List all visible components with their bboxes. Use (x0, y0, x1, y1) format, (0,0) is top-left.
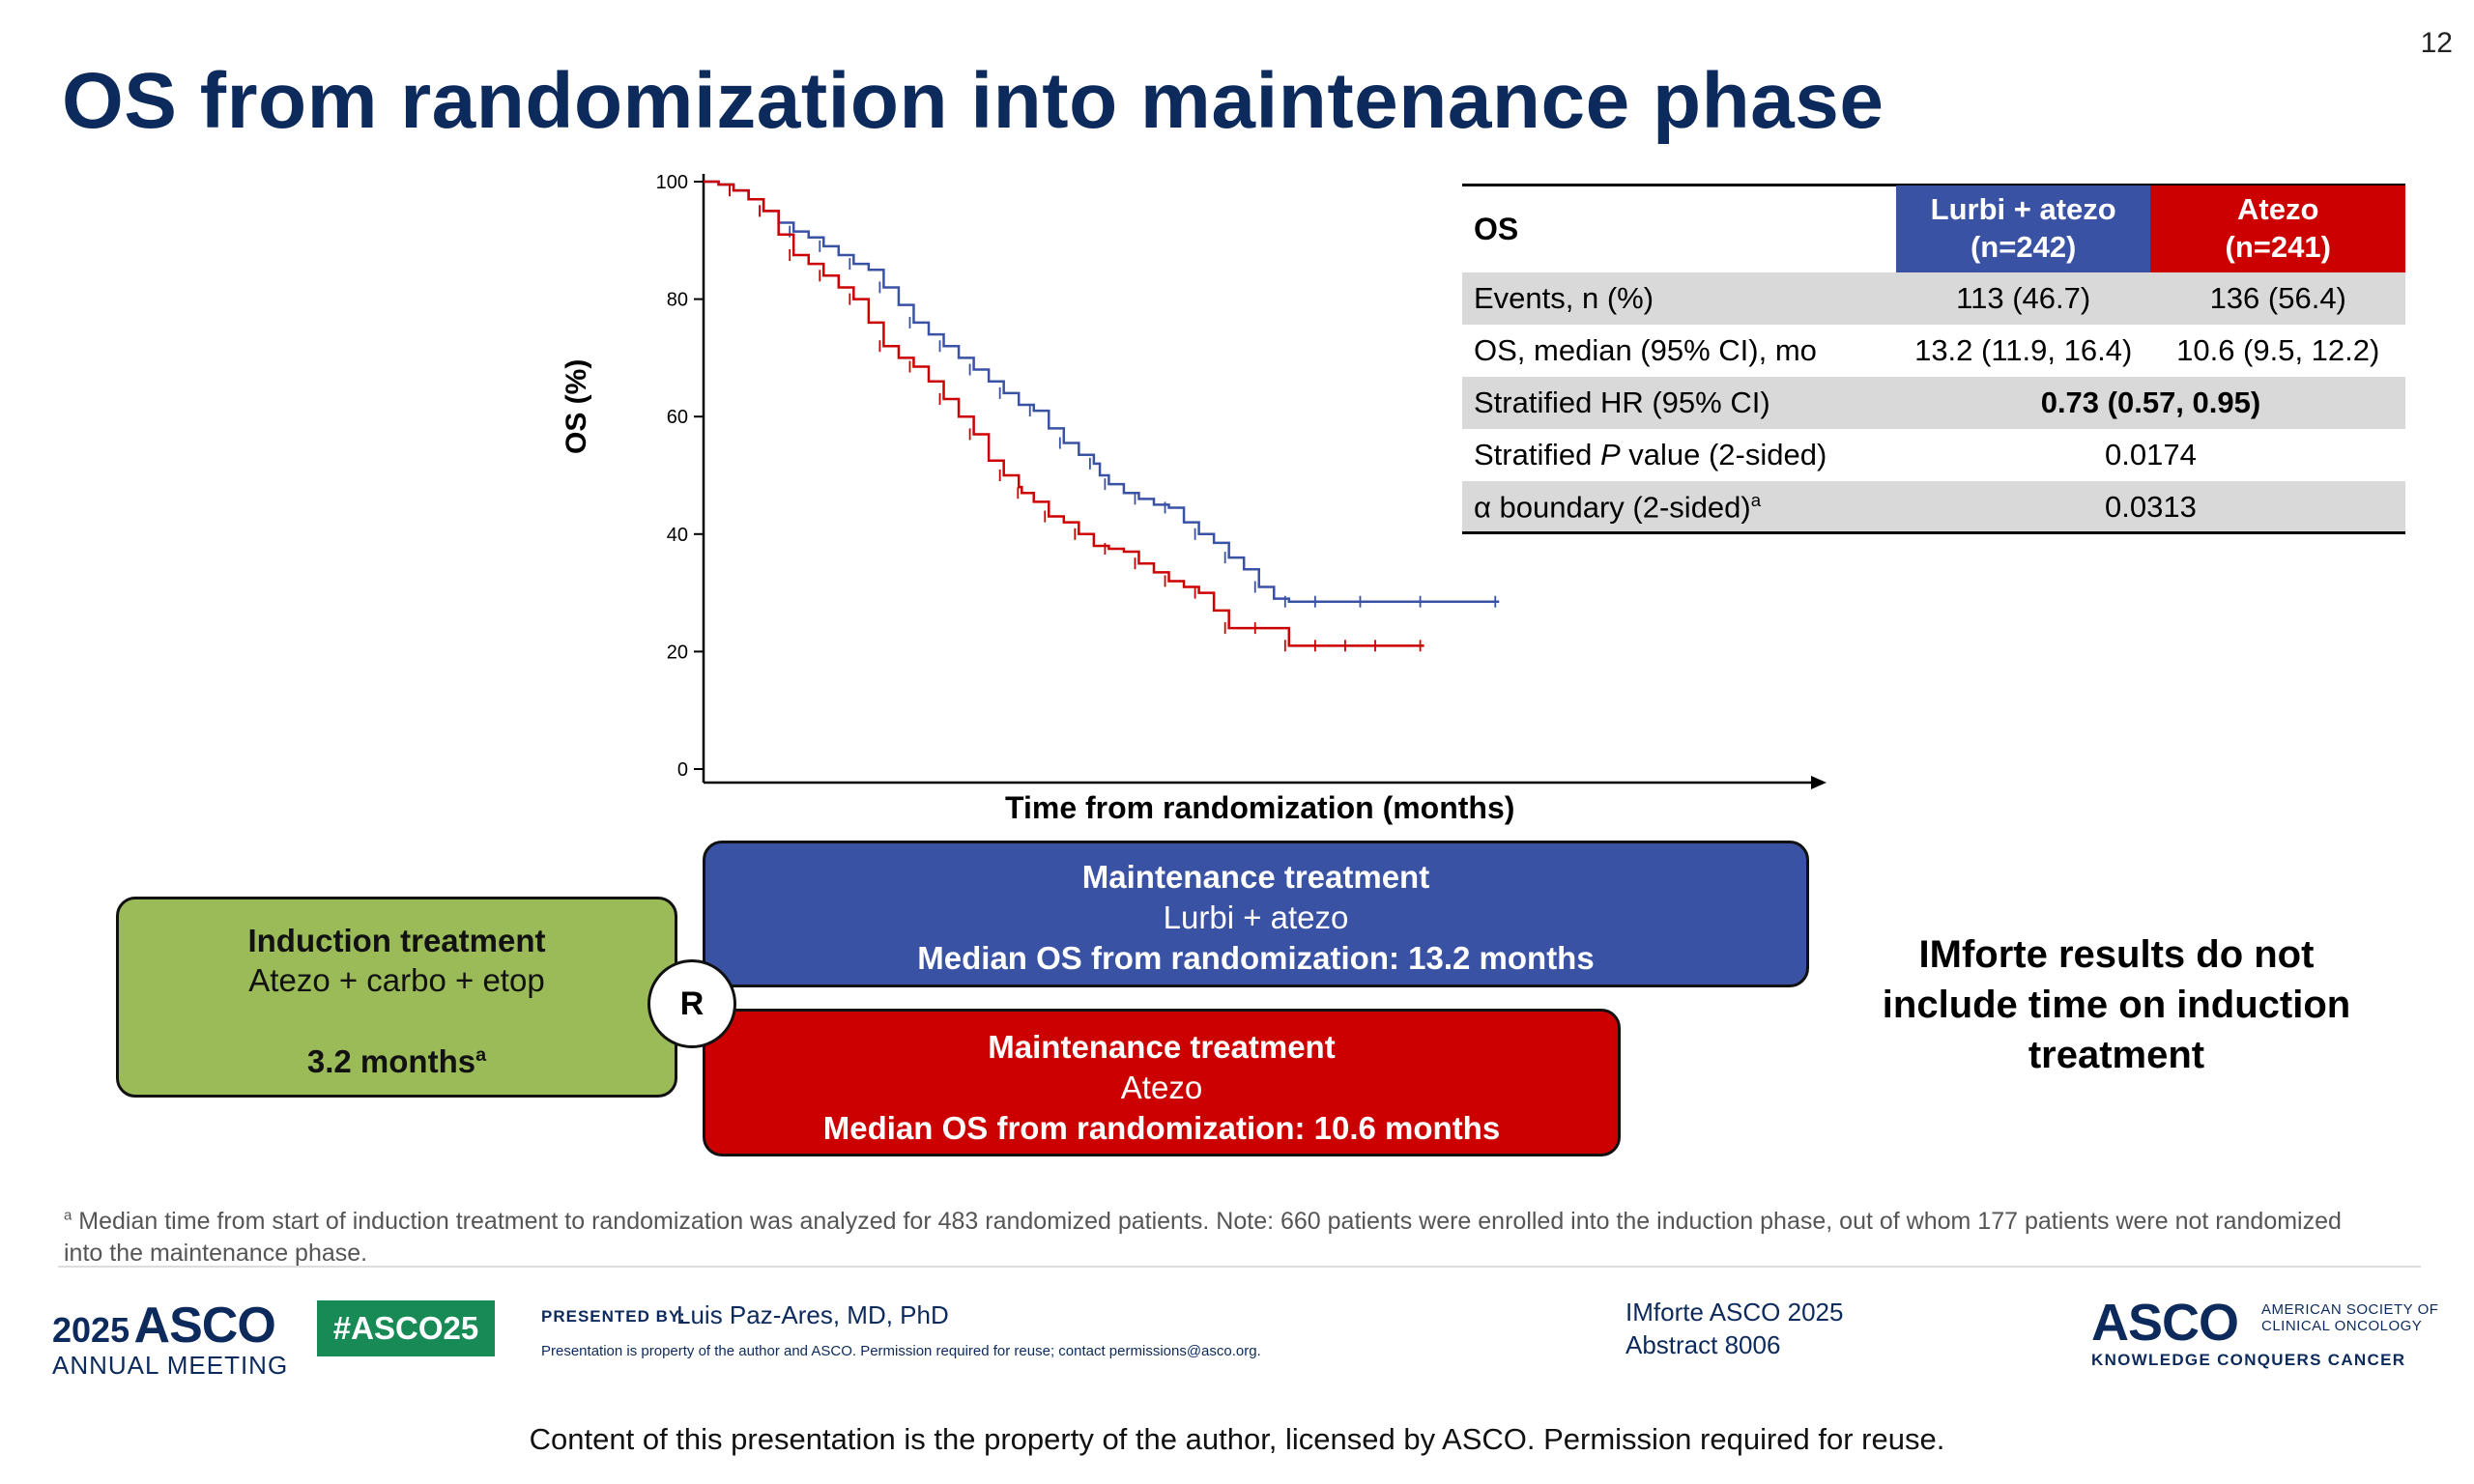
table-row: Stratified HR (95% CI) 0.73 (0.57, 0.95) (1462, 377, 2405, 429)
header-lurbi-name: Lurbi + atezo (1930, 192, 2116, 227)
row-label: OS, median (95% CI), mo (1474, 333, 1817, 367)
os-results-table: OS Lurbi + atezo (n=242) Atezo (n=241) E… (1462, 186, 2405, 533)
maintenance-atezo-heading: Maintenance treatment (988, 1029, 1336, 1065)
induction-regimen: Atezo + carbo + etop (248, 962, 545, 999)
table-header-lurbi: Lurbi + atezo (n=242) (1895, 186, 2151, 272)
y-axis-label: OS (%) (561, 358, 592, 454)
x-axis-arrow (1811, 776, 1827, 789)
row-value-merged: 0.0174 (2105, 438, 2197, 471)
series-layer (704, 180, 1500, 652)
header-atezo-name: Atezo (2237, 192, 2319, 227)
censor-marks-lurbi-atezo (729, 185, 1497, 608)
km-chart: 0 20 40 60 80 100 (656, 172, 1827, 789)
induction-heading: Induction treatment (247, 923, 546, 958)
presented-by-label: PRESENTED BY: (541, 1307, 686, 1326)
y-tick-label: 100 (656, 172, 688, 193)
row-value-atezo: 136 (56.4) (2209, 281, 2346, 315)
table-header-label: OS (1474, 211, 1519, 246)
km-series-lurbi-atezo (704, 180, 1500, 603)
table-header-row: OS Lurbi + atezo (n=242) Atezo (n=241) (1462, 186, 2405, 272)
row-value-lurbi: 113 (46.7) (1956, 281, 2091, 315)
maintenance-lurbi-median: Median OS from randomization: 13.2 month… (917, 939, 1595, 976)
slide-number: 12 (2420, 27, 2453, 59)
induction-treatment-box: Induction treatment Atezo + carbo + etop… (116, 897, 677, 1098)
maintenance-atezo-regimen: Atezo (1120, 1069, 1203, 1105)
y-tick-label: 0 (677, 759, 688, 781)
asco-organization-logo: ASCO AMERICAN SOCIETY OF CLINICAL ONCOLOG… (2091, 1294, 2439, 1369)
row-value-merged: 0.73 (0.57, 0.95) (2040, 385, 2261, 419)
maintenance-lurbi-box: Maintenance treatment Lurbi + atezo Medi… (703, 841, 1809, 987)
y-axis: 0 20 40 60 80 100 (656, 172, 705, 783)
footer-divider (58, 1266, 2421, 1268)
maintenance-atezo-box: Maintenance treatment Atezo Median OS fr… (703, 1009, 1621, 1156)
y-tick-label: 60 (667, 407, 688, 428)
bottom-notice: Content of this presentation is the prop… (529, 1422, 1945, 1456)
row-label: α boundary (2-sided)a (1474, 489, 1762, 525)
header-atezo-n: (n=241) (2225, 230, 2331, 264)
maintenance-atezo-median: Median OS from randomization: 10.6 month… (822, 1109, 1501, 1146)
row-value-merged: 0.0313 (2105, 490, 2197, 524)
row-label: Stratified HR (95% CI) (1474, 385, 1770, 419)
page-title: OS from randomization into maintenance p… (62, 57, 1884, 145)
header-lurbi-n: (n=242) (1970, 230, 2077, 264)
table-header-atezo: Atezo (n=241) (2150, 186, 2405, 272)
table-row: Events, n (%) 113 (46.7) 136 (56.4) (1462, 272, 2405, 325)
row-value-atezo: 10.6 (9.5, 12.2) (2176, 333, 2380, 367)
y-tick-label: 40 (667, 525, 688, 546)
row-value-lurbi: 13.2 (11.9, 16.4) (1914, 333, 2133, 367)
property-note: Presentation is property of the author a… (541, 1343, 1261, 1359)
y-tick-label: 80 (667, 290, 688, 311)
table-row: Stratified P value (2-sided) 0.0174 (1462, 429, 2405, 481)
table-bottom-rule (1462, 531, 2405, 534)
imforte-side-note: IMforte results do not include time on i… (1882, 933, 2351, 1076)
km-series-atezo (704, 180, 1424, 647)
y-tick-label: 20 (667, 642, 688, 663)
table-top-rule (1462, 184, 2405, 186)
asco-annual-meeting-logo: 2025 ASCO ANNUAL MEETING (52, 1298, 289, 1380)
table-row: α boundary (2-sided)a 0.0313 (1462, 481, 2405, 533)
row-label: Events, n (%) (1474, 281, 1654, 315)
conference-info: IMforte ASCO 2025 Abstract 8006 (1625, 1298, 1844, 1359)
presenter-name: Luis Paz-Ares, MD, PhD (676, 1300, 949, 1329)
x-axis-label: Time from randomization (months) (1005, 790, 1515, 825)
censor-marks-atezo (729, 185, 1422, 652)
maintenance-lurbi-heading: Maintenance treatment (1081, 859, 1430, 895)
hashtag-badge: #ASCO25 (317, 1300, 495, 1356)
induction-duration: 3.2 monthsa (306, 1042, 487, 1079)
row-label: Stratified P value (2-sided) (1474, 438, 1827, 471)
x-axis (704, 776, 1827, 789)
maintenance-lurbi-regimen: Lurbi + atezo (1163, 899, 1349, 935)
randomization-circle: R (647, 959, 736, 1048)
footnote: a Median time from start of induction tr… (64, 1207, 2342, 1267)
table-row: OS, median (95% CI), mo 13.2 (11.9, 16.4… (1462, 325, 2405, 377)
